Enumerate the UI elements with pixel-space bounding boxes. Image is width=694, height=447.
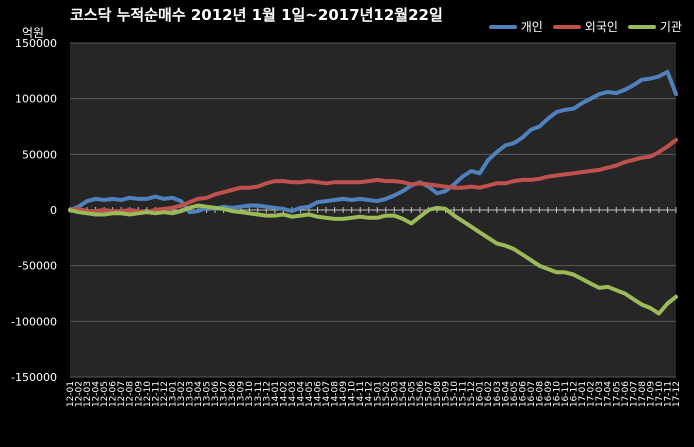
- x-tick-label: 12-12: [160, 381, 170, 407]
- x-tick-label: 13-09: [237, 381, 247, 407]
- y-tick-label: 100000: [15, 93, 57, 106]
- x-tick-label: 16-08: [535, 381, 545, 407]
- x-tick-label: 13-04: [194, 381, 204, 407]
- x-tick-label: 13-03: [185, 381, 195, 407]
- legend-swatch: [627, 24, 656, 29]
- x-tick-label: 12-03: [83, 381, 93, 407]
- x-tick-label: 17-04: [604, 381, 614, 407]
- legend: 개인 외국인 기관: [488, 18, 682, 35]
- x-tick-label: 12-05: [100, 381, 110, 407]
- legend-label: 외국인: [584, 20, 618, 34]
- x-tick-label: 14-05: [305, 381, 315, 407]
- y-axis-unit: 억원: [22, 26, 45, 40]
- x-tick-label: 12-01: [66, 381, 76, 407]
- x-tick-label: 17-05: [612, 381, 622, 407]
- x-tick-label: 12-08: [126, 381, 136, 407]
- x-tick-label: 17-12: [672, 381, 682, 407]
- x-tick-label: 14-11: [356, 381, 366, 407]
- x-tick-label: 15-05: [407, 381, 417, 407]
- x-tick-label: 17-03: [595, 381, 605, 407]
- x-tick-label: 17-10: [655, 381, 665, 407]
- x-tick-label: 16-03: [493, 381, 503, 407]
- y-tick-label: 50000: [22, 148, 57, 161]
- x-tick-label: 12-09: [134, 381, 144, 407]
- x-tick-label: 15-07: [424, 381, 434, 407]
- x-tick-label: 17-11: [663, 381, 673, 407]
- x-tick-label: 14-12: [365, 381, 375, 407]
- x-tick-label: 17-02: [587, 381, 597, 407]
- x-tick-label: 15-12: [467, 381, 477, 407]
- x-tick-label: 16-06: [518, 381, 528, 407]
- series-line-1: [68, 69, 678, 215]
- x-tick-label: 16-11: [561, 381, 571, 407]
- x-tick-label: 14-01: [271, 381, 281, 407]
- x-tick-label: 12-10: [143, 381, 153, 407]
- x-tick-label: 12-06: [109, 381, 119, 407]
- series-line-2: [68, 137, 678, 215]
- x-tick-label: 17-01: [578, 381, 588, 407]
- x-tick-label: 16-01: [476, 381, 486, 407]
- x-tick-label: 16-07: [527, 381, 537, 407]
- x-tick-label: 13-01: [168, 381, 178, 407]
- legend-item: 외국인: [552, 18, 618, 35]
- x-tick-label: 15-01: [373, 381, 383, 407]
- y-tick-label: -100000: [11, 315, 57, 328]
- x-tick-label: 14-03: [288, 381, 298, 407]
- x-tick-label: 13-06: [211, 381, 221, 407]
- x-tick-label: 14-07: [322, 381, 332, 407]
- x-tick-label: 14-09: [339, 381, 349, 407]
- legend-swatch: [488, 24, 517, 29]
- x-tick-label: 17-08: [638, 381, 648, 407]
- x-tick-label: 13-08: [228, 381, 238, 407]
- x-tick-label: 17-07: [629, 381, 639, 407]
- x-tick-label: 17-09: [646, 381, 656, 407]
- x-tick-label: 16-09: [544, 381, 554, 407]
- x-tick-label: 14-08: [331, 381, 341, 407]
- x-tick-label: 13-12: [262, 381, 272, 407]
- x-tick-label: 15-08: [433, 381, 443, 407]
- x-tick-label: 13-11: [254, 381, 264, 407]
- y-tick-label: 150000: [15, 37, 57, 50]
- legend-label: 기관: [659, 20, 682, 34]
- legend-item: 개인: [488, 18, 543, 35]
- x-tick-label: 14-10: [348, 381, 358, 407]
- x-tick-label: 12-02: [75, 381, 85, 407]
- y-tick-label: -150000: [11, 371, 57, 384]
- y-tick-label: -50000: [18, 260, 57, 273]
- y-tick-label: 0: [50, 204, 57, 217]
- x-tick-label: 16-02: [484, 381, 494, 407]
- legend-item: 기관: [627, 18, 682, 35]
- x-tick-label: 12-07: [117, 381, 127, 407]
- x-tick-label: 14-06: [314, 381, 324, 407]
- x-tick-label: 12-11: [151, 381, 161, 407]
- x-tick-label: 15-10: [450, 381, 460, 407]
- x-tick-label: 14-04: [296, 381, 306, 407]
- x-tick-label: 13-07: [220, 381, 230, 407]
- x-tick-label: 12-04: [92, 381, 102, 407]
- chart-title: 코스닥 누적순매수 2012년 1월 1일~2017년12월22일: [70, 6, 443, 24]
- x-tick-label: 16-10: [553, 381, 563, 407]
- series-line-3: [68, 203, 678, 316]
- x-tick-label: 13-02: [177, 381, 187, 407]
- x-tick-label: 16-05: [510, 381, 520, 407]
- x-tick-label: 15-04: [399, 381, 409, 407]
- x-tick-label: 15-09: [442, 381, 452, 407]
- x-tick-label: 15-11: [459, 381, 469, 407]
- x-tick-label: 13-10: [245, 381, 255, 407]
- legend-label: 개인: [520, 20, 543, 34]
- x-tick-label: 15-03: [390, 381, 400, 407]
- x-tick-label: 13-05: [203, 381, 213, 407]
- x-tick-label: 15-06: [416, 381, 426, 407]
- x-tick-label: 14-02: [279, 381, 289, 407]
- x-tick-label: 17-06: [621, 381, 631, 407]
- x-tick-label: 16-12: [570, 381, 580, 407]
- x-tick-label: 16-04: [501, 381, 511, 407]
- x-tick-label: 15-02: [382, 381, 392, 407]
- legend-swatch: [552, 24, 581, 29]
